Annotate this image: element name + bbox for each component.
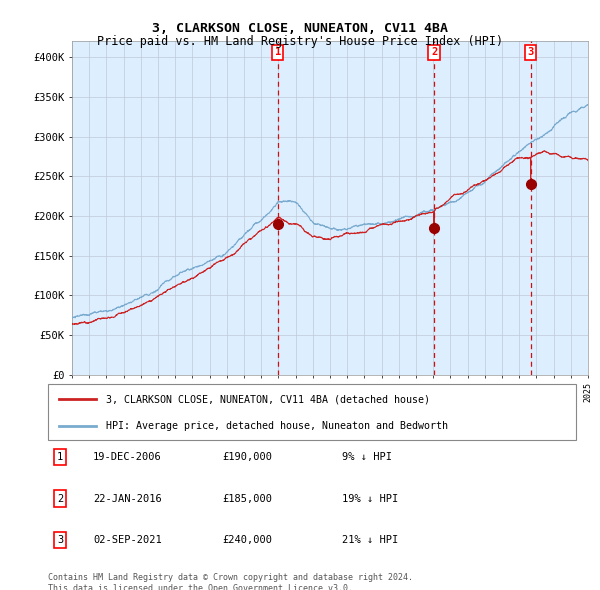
Text: 1: 1 [275, 47, 281, 57]
Text: 19-DEC-2006: 19-DEC-2006 [93, 453, 162, 462]
Text: HPI: Average price, detached house, Nuneaton and Bedworth: HPI: Average price, detached house, Nune… [106, 421, 448, 431]
Text: 19% ↓ HPI: 19% ↓ HPI [342, 494, 398, 503]
Text: 3: 3 [57, 535, 63, 545]
Text: Price paid vs. HM Land Registry's House Price Index (HPI): Price paid vs. HM Land Registry's House … [97, 35, 503, 48]
Text: 3, CLARKSON CLOSE, NUNEATON, CV11 4BA: 3, CLARKSON CLOSE, NUNEATON, CV11 4BA [152, 22, 448, 35]
Text: 3: 3 [527, 47, 534, 57]
Text: 22-JAN-2016: 22-JAN-2016 [93, 494, 162, 503]
Text: 3, CLARKSON CLOSE, NUNEATON, CV11 4BA (detached house): 3, CLARKSON CLOSE, NUNEATON, CV11 4BA (d… [106, 394, 430, 404]
Text: 1: 1 [57, 453, 63, 462]
Text: 9% ↓ HPI: 9% ↓ HPI [342, 453, 392, 462]
Text: 2: 2 [431, 47, 437, 57]
Text: This data is licensed under the Open Government Licence v3.0.: This data is licensed under the Open Gov… [48, 584, 353, 590]
Text: 2: 2 [57, 494, 63, 503]
Text: Contains HM Land Registry data © Crown copyright and database right 2024.: Contains HM Land Registry data © Crown c… [48, 573, 413, 582]
Text: £185,000: £185,000 [222, 494, 272, 503]
Text: 21% ↓ HPI: 21% ↓ HPI [342, 535, 398, 545]
Text: 02-SEP-2021: 02-SEP-2021 [93, 535, 162, 545]
FancyBboxPatch shape [48, 384, 576, 440]
Text: £240,000: £240,000 [222, 535, 272, 545]
Text: £190,000: £190,000 [222, 453, 272, 462]
